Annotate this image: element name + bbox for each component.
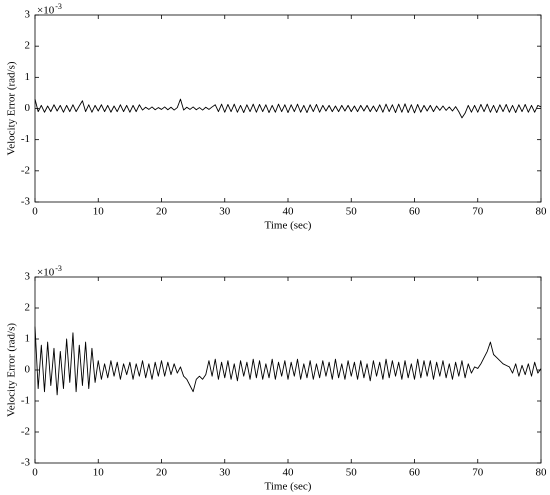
- signal-line: [34, 326, 542, 396]
- y-tick-label: 0: [25, 102, 31, 114]
- x-tick-label: 80: [536, 467, 548, 479]
- y-tick-label: -1: [21, 133, 30, 145]
- x-tick-label: 0: [32, 206, 38, 218]
- x-tick-label: 20: [156, 206, 168, 218]
- y-tick-label: -2: [21, 164, 30, 176]
- x-tick-label: 70: [472, 206, 484, 218]
- x-tick-label: 50: [346, 467, 358, 479]
- y-tick-label: -2: [21, 426, 30, 438]
- x-tick-label: 80: [536, 206, 548, 218]
- y-axis-label: Velocity Error (rad/s): [6, 323, 18, 417]
- x-tick-label: 0: [32, 467, 38, 479]
- x-tick-label: 40: [283, 206, 295, 218]
- x-tick-label: 60: [409, 206, 421, 218]
- y-tick-label: -1: [21, 395, 30, 407]
- subplot: 0 10 20 30 40 50 60 70 80 -3 -2 -1 0 1 2 3 Time (sec) Vel…: [6, 264, 547, 493]
- y-tick-label: 1: [25, 333, 31, 345]
- scale-exponent: -3: [55, 264, 62, 273]
- axes-box: [34, 276, 542, 464]
- scale-exponent: -3: [55, 2, 62, 11]
- x-tick-label: 30: [219, 467, 231, 479]
- x-tick-label: 30: [219, 206, 231, 218]
- x-tick-label: 20: [156, 467, 168, 479]
- y-tick-label: 2: [25, 40, 31, 52]
- x-axis-label: Time (sec): [265, 220, 312, 232]
- y-tick-label: -3: [21, 196, 31, 208]
- y-tick-label: 3: [25, 9, 31, 21]
- scale-factor: ×10: [37, 267, 55, 279]
- y-tick-label: 0: [25, 364, 31, 376]
- x-tick-label: 70: [472, 467, 484, 479]
- x-tick-label: 50: [346, 206, 358, 218]
- scale-factor: ×10: [37, 5, 55, 17]
- x-tick-label: 40: [283, 467, 295, 479]
- y-axis-label: Velocity Error (rad/s): [6, 61, 18, 155]
- y-tick-label: 3: [25, 271, 31, 283]
- x-axis-label: Time (sec): [265, 481, 312, 493]
- x-tick-label: 60: [409, 467, 421, 479]
- y-tick-label: -3: [21, 457, 31, 469]
- x-tick-label: 10: [93, 206, 105, 218]
- x-tick-label: 10: [93, 467, 105, 479]
- axes-box: [34, 14, 542, 203]
- subplot: 0 10 20 30 40 50 60 70 80 -3 -2 -1 0 1 2 3 Time (sec) Vel…: [6, 2, 547, 232]
- y-tick-label: 2: [25, 302, 31, 314]
- y-tick-label: 1: [25, 71, 31, 83]
- signal-line: [34, 98, 542, 119]
